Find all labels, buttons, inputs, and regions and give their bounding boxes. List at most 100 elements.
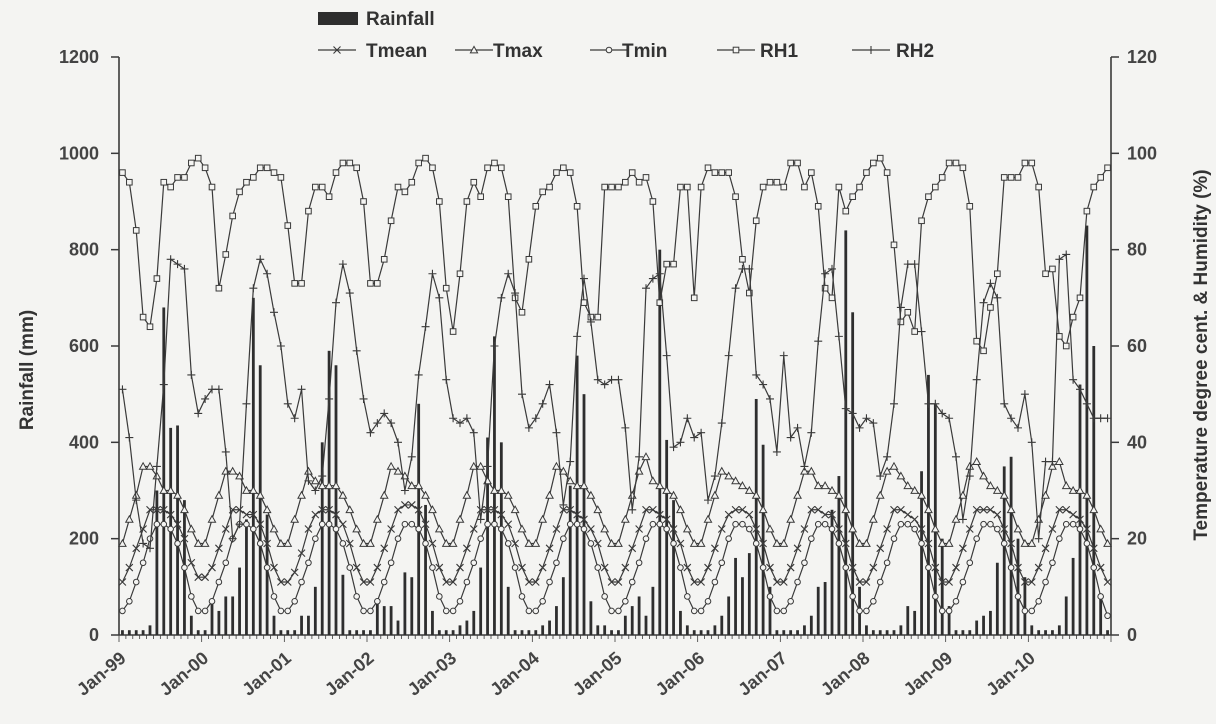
rh2-point <box>628 505 637 514</box>
rh2-point <box>146 544 154 553</box>
rh1-point <box>436 198 443 205</box>
rh1-point <box>1062 342 1070 350</box>
rainfall-bar <box>506 586 510 635</box>
rainfall-bar <box>617 630 620 635</box>
rainfall-bar <box>940 538 944 635</box>
rh1-point <box>132 227 140 234</box>
tmin-point <box>773 607 781 615</box>
tmin-point <box>1021 607 1029 615</box>
rh2-point <box>359 394 368 403</box>
tmin-point <box>546 578 553 586</box>
tmean-point <box>215 544 223 553</box>
tmax-point <box>138 461 148 470</box>
rh2-point <box>1055 255 1064 264</box>
rh1-point <box>139 313 147 321</box>
rh1-point <box>291 280 298 287</box>
tmax-point <box>469 461 479 470</box>
tmax-point <box>703 514 713 523</box>
tmin-point <box>594 564 602 571</box>
tmin-point <box>821 520 829 528</box>
tmax-point <box>827 485 837 494</box>
rh2-point <box>166 255 175 264</box>
tmax-point <box>579 481 589 490</box>
tmean-point <box>593 539 602 548</box>
left-tick-label: 1000 <box>59 143 99 163</box>
rh1-point <box>883 169 891 176</box>
tmean-point <box>297 549 306 558</box>
tmin-point <box>980 520 987 528</box>
tmean-point <box>883 525 891 533</box>
rainfall-bar <box>231 596 235 635</box>
rainfall-bar <box>816 586 820 635</box>
x-tick-label: Jan-09 <box>900 648 957 700</box>
y-left-label: Rainfall (mm) <box>17 310 38 430</box>
tmean-point <box>786 563 795 572</box>
rh2-point <box>828 264 836 273</box>
rainfall-bar <box>176 425 179 635</box>
tmean-point <box>318 505 327 514</box>
rainfall-bar <box>871 630 875 635</box>
tmean-point <box>910 515 919 524</box>
rh1-point <box>146 323 154 331</box>
rh2-point <box>449 414 458 423</box>
tmean-point <box>132 544 141 553</box>
rainfall-bar <box>307 615 310 635</box>
rainfall-bar <box>968 630 972 635</box>
tmin-point <box>139 559 147 567</box>
tmean-point <box>697 578 705 586</box>
tmin-point <box>573 520 581 528</box>
tmin-point <box>1049 559 1056 567</box>
tmean-point <box>717 525 726 533</box>
rh2-point <box>1089 414 1098 423</box>
tmin-point <box>814 520 822 528</box>
rainfall-bar <box>1044 630 1047 635</box>
rh2-point <box>352 346 361 355</box>
tmean-point <box>986 505 995 514</box>
tmean-point <box>352 563 361 572</box>
tmean-point <box>876 544 885 553</box>
rh2-point <box>456 419 464 428</box>
tmean-point <box>835 525 843 533</box>
legend-rainfall-label: Rainfall <box>366 9 435 30</box>
rainfall-bar <box>155 490 159 635</box>
rh1-point <box>387 217 395 225</box>
rh2-point <box>903 260 912 269</box>
rh2-point <box>952 452 960 461</box>
tmean-point <box>903 510 912 519</box>
rh2-point <box>490 342 499 350</box>
rh1-point <box>808 169 815 176</box>
rh1-point <box>773 178 781 186</box>
rh2-point <box>986 279 995 288</box>
rainfall-bar <box>1030 625 1034 635</box>
tmin-point <box>746 525 753 533</box>
rainfall-bar <box>121 630 124 635</box>
rainfall-bar <box>224 596 228 635</box>
rh1-point <box>215 284 223 292</box>
tmin-point <box>160 520 168 528</box>
right-tick-label: 80 <box>1127 240 1147 260</box>
tmean-point <box>476 505 485 514</box>
left-tick-label: 600 <box>69 336 99 356</box>
tmin-point <box>408 520 416 528</box>
tmean-point <box>456 563 464 572</box>
tmax-point <box>875 490 885 499</box>
rh2-point <box>807 428 816 437</box>
rh1-point <box>463 198 471 205</box>
tmean-point <box>800 525 809 533</box>
rainfall-bar <box>885 630 889 635</box>
rh1-point <box>470 178 478 186</box>
tmin-point <box>1104 612 1111 620</box>
rh1-point <box>897 318 905 326</box>
tmax-point <box>655 481 665 490</box>
rainfall-bar <box>603 625 607 635</box>
rh1-point <box>188 159 195 167</box>
tmean-point <box>1103 578 1112 586</box>
rh2-point <box>387 419 396 428</box>
tmean-point <box>1076 515 1084 524</box>
rainfall-bar <box>424 504 427 635</box>
rh1-point <box>394 183 402 191</box>
tmax-point <box>896 471 906 480</box>
rh2-point <box>931 399 940 408</box>
rainfall-bar <box>320 442 324 635</box>
rh2-point <box>793 423 802 432</box>
